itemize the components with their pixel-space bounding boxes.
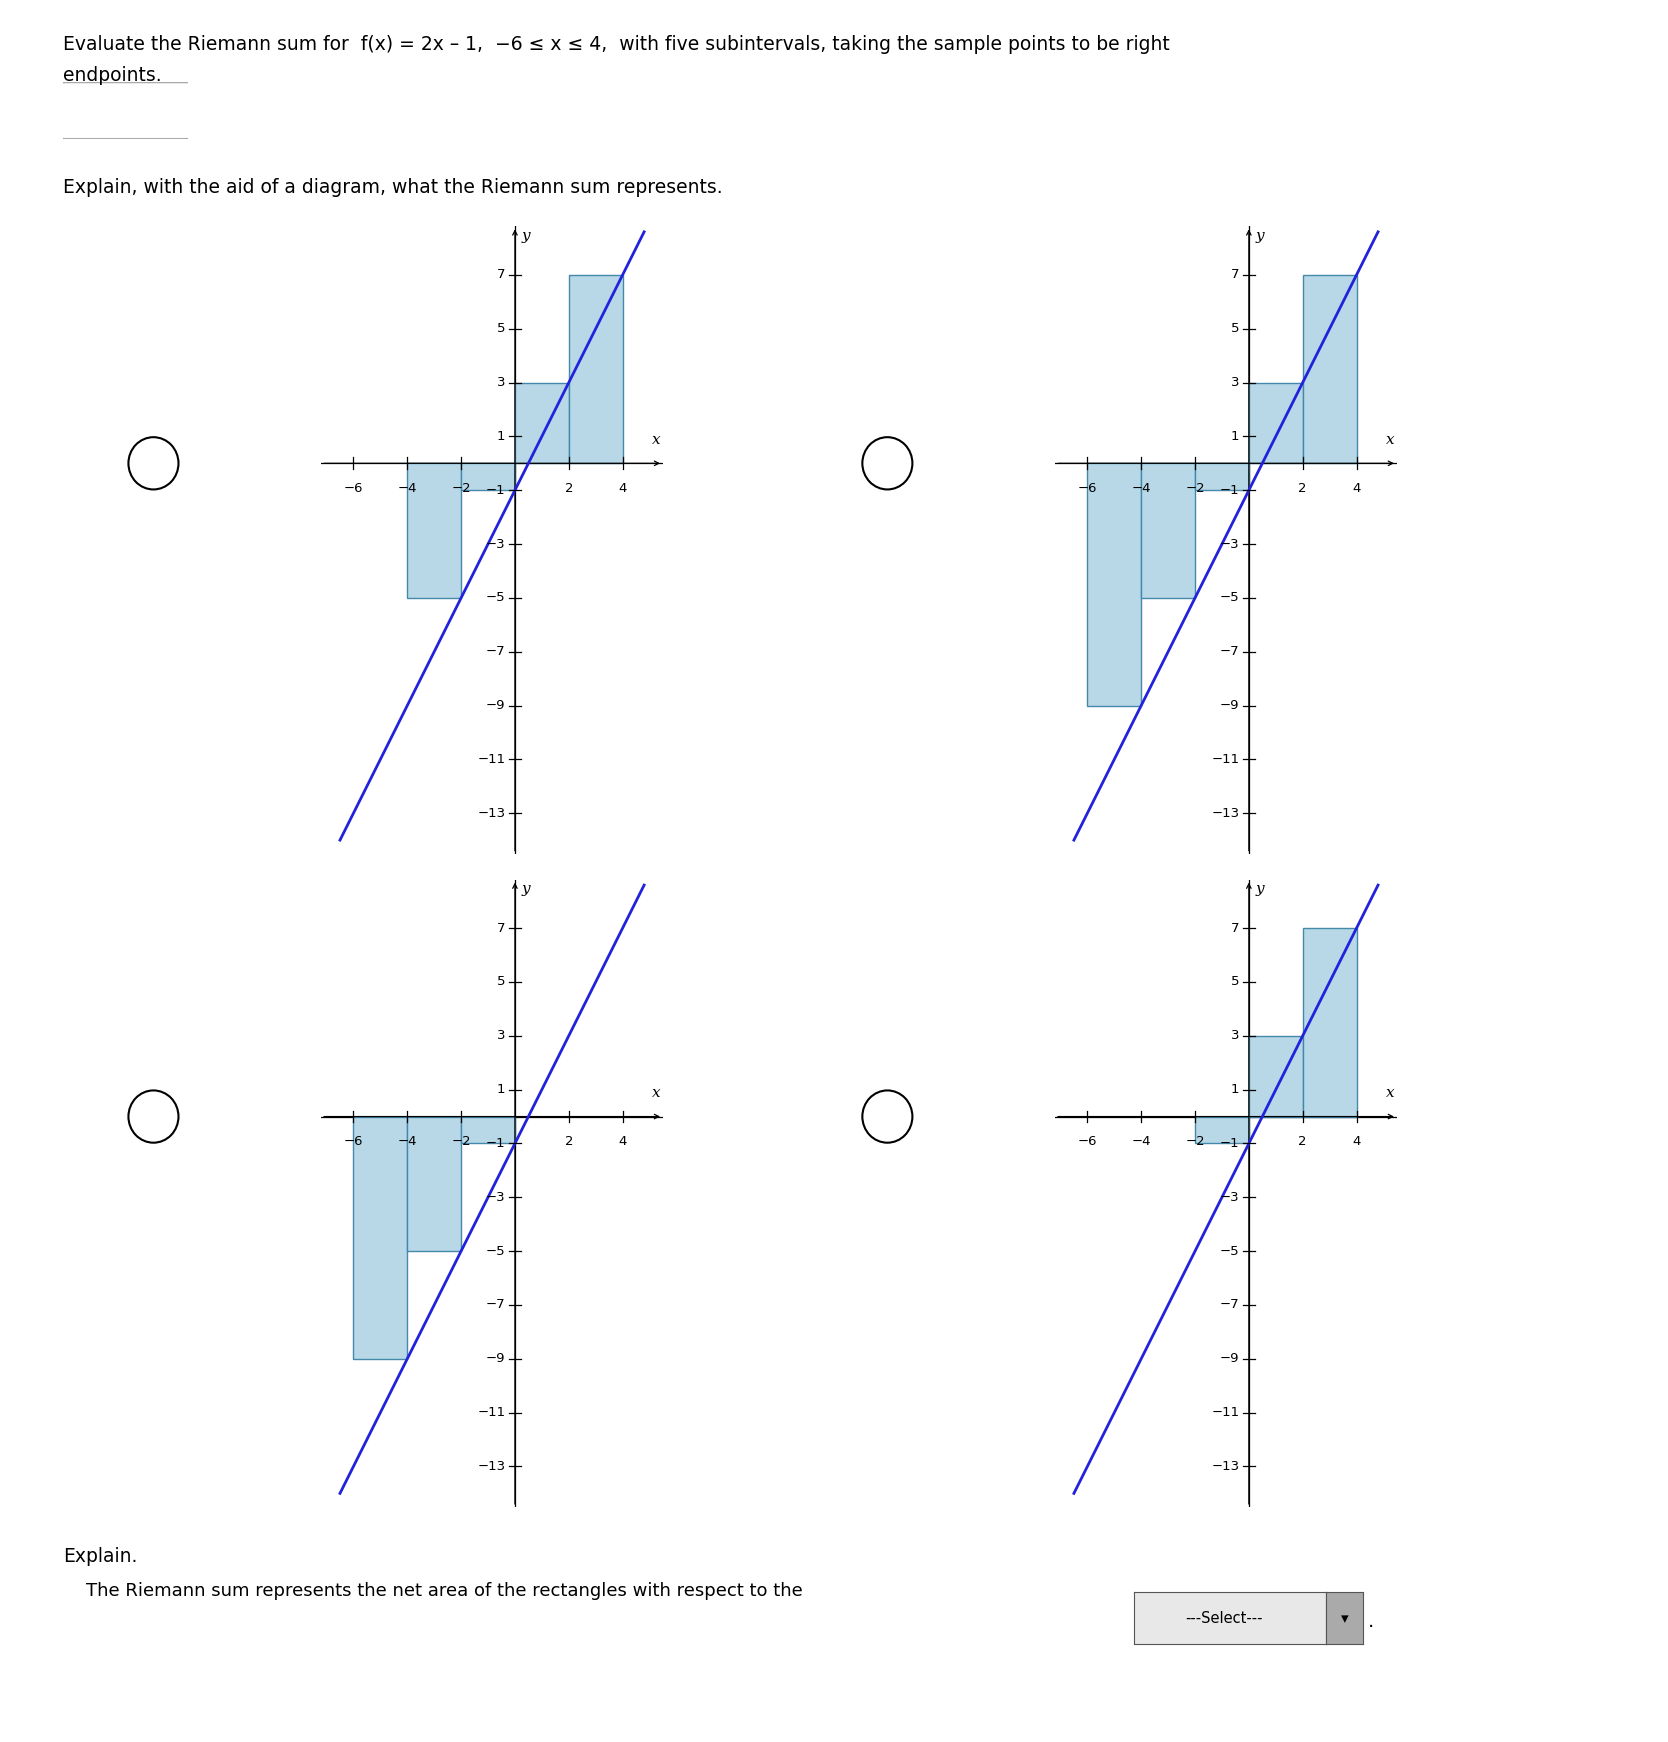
Text: 3: 3 bbox=[1231, 1030, 1239, 1042]
Bar bbox=[407, 1117, 460, 1251]
Text: endpoints.: endpoints. bbox=[63, 66, 162, 85]
Text: 7: 7 bbox=[1231, 268, 1239, 282]
Text: −3: −3 bbox=[1219, 538, 1239, 550]
Text: −11: −11 bbox=[477, 753, 505, 766]
Text: −7: −7 bbox=[1219, 1298, 1239, 1312]
Text: 7: 7 bbox=[497, 268, 505, 282]
Bar bbox=[407, 463, 460, 598]
Text: −5: −5 bbox=[1219, 1244, 1239, 1258]
Text: 7: 7 bbox=[1231, 922, 1239, 935]
Text: 1: 1 bbox=[1231, 430, 1239, 442]
Text: 7: 7 bbox=[497, 922, 505, 935]
Bar bbox=[1088, 463, 1141, 706]
Text: ▾: ▾ bbox=[1341, 1611, 1348, 1625]
Text: x: x bbox=[1386, 434, 1394, 448]
Bar bbox=[460, 463, 515, 490]
Text: 2: 2 bbox=[1298, 483, 1308, 495]
Text: −2: −2 bbox=[452, 483, 470, 495]
Text: 2: 2 bbox=[1298, 1136, 1308, 1148]
Text: −13: −13 bbox=[477, 1460, 505, 1474]
Text: 5: 5 bbox=[497, 322, 505, 334]
Text: −4: −4 bbox=[397, 1136, 417, 1148]
Text: −6: −6 bbox=[1078, 483, 1098, 495]
Text: y: y bbox=[522, 883, 530, 897]
Text: −11: −11 bbox=[1211, 1406, 1239, 1420]
Text: −2: −2 bbox=[1186, 483, 1204, 495]
Text: 4: 4 bbox=[1353, 483, 1361, 495]
Bar bbox=[1141, 463, 1194, 598]
Text: The Riemann sum represents the net area of the rectangles with respect to the: The Riemann sum represents the net area … bbox=[63, 1582, 802, 1599]
Text: 5: 5 bbox=[497, 976, 505, 988]
Text: ---Select---: ---Select--- bbox=[1186, 1611, 1263, 1625]
Text: −6: −6 bbox=[344, 483, 364, 495]
Text: 4: 4 bbox=[619, 483, 627, 495]
Text: −2: −2 bbox=[1186, 1136, 1204, 1148]
Text: −9: −9 bbox=[485, 699, 505, 712]
Text: −5: −5 bbox=[485, 591, 505, 604]
Text: −9: −9 bbox=[485, 1352, 505, 1366]
Text: 4: 4 bbox=[619, 1136, 627, 1148]
Text: −4: −4 bbox=[397, 483, 417, 495]
Text: Evaluate the Riemann sum for  f(x) = 2x – 1,  −6 ≤ x ≤ 4,  with five subinterval: Evaluate the Riemann sum for f(x) = 2x –… bbox=[63, 35, 1171, 54]
Text: −1: −1 bbox=[1219, 1138, 1239, 1150]
Text: −1: −1 bbox=[1219, 484, 1239, 496]
Text: −6: −6 bbox=[1078, 1136, 1098, 1148]
Text: 3: 3 bbox=[497, 376, 505, 388]
Text: −2: −2 bbox=[452, 1136, 470, 1148]
Text: Explain, with the aid of a diagram, what the Riemann sum represents.: Explain, with the aid of a diagram, what… bbox=[63, 178, 722, 197]
Text: 4: 4 bbox=[1353, 1136, 1361, 1148]
Text: x: x bbox=[1386, 1087, 1394, 1101]
Bar bbox=[1303, 928, 1356, 1117]
Text: .: . bbox=[1368, 1613, 1374, 1631]
Text: −5: −5 bbox=[485, 1244, 505, 1258]
Bar bbox=[1194, 1117, 1249, 1143]
Text: 3: 3 bbox=[497, 1030, 505, 1042]
Text: 1: 1 bbox=[497, 1084, 505, 1096]
Text: −7: −7 bbox=[485, 1298, 505, 1312]
Bar bbox=[1194, 463, 1249, 490]
Text: x: x bbox=[652, 434, 661, 448]
Text: 5: 5 bbox=[1231, 976, 1239, 988]
Text: 5: 5 bbox=[1231, 322, 1239, 334]
Text: −7: −7 bbox=[1219, 645, 1239, 658]
Bar bbox=[569, 275, 622, 463]
Text: −3: −3 bbox=[485, 1192, 505, 1204]
Text: 3: 3 bbox=[1231, 376, 1239, 388]
Text: 2: 2 bbox=[564, 1136, 574, 1148]
Bar bbox=[515, 383, 569, 463]
FancyBboxPatch shape bbox=[60, 82, 192, 139]
Text: −3: −3 bbox=[485, 538, 505, 550]
Text: y: y bbox=[522, 230, 530, 244]
Text: −3: −3 bbox=[1219, 1192, 1239, 1204]
Text: −11: −11 bbox=[477, 1406, 505, 1420]
Text: −13: −13 bbox=[1211, 807, 1239, 820]
Text: x: x bbox=[652, 1087, 661, 1101]
Text: 1: 1 bbox=[497, 430, 505, 442]
Text: −11: −11 bbox=[1211, 753, 1239, 766]
Text: −13: −13 bbox=[477, 807, 505, 820]
Text: −7: −7 bbox=[485, 645, 505, 658]
Bar bbox=[1249, 1036, 1303, 1117]
Text: −6: −6 bbox=[344, 1136, 364, 1148]
Text: 1: 1 bbox=[1231, 1084, 1239, 1096]
Bar bbox=[460, 1117, 515, 1143]
Text: −4: −4 bbox=[1131, 1136, 1151, 1148]
Text: −9: −9 bbox=[1219, 699, 1239, 712]
Bar bbox=[354, 1117, 407, 1359]
Text: −4: −4 bbox=[1131, 483, 1151, 495]
Text: y: y bbox=[1256, 230, 1264, 244]
Text: −13: −13 bbox=[1211, 1460, 1239, 1474]
Text: −9: −9 bbox=[1219, 1352, 1239, 1366]
Bar bbox=[1303, 275, 1356, 463]
Text: 2: 2 bbox=[564, 483, 574, 495]
Text: y: y bbox=[1256, 883, 1264, 897]
Text: Explain.: Explain. bbox=[63, 1547, 138, 1566]
Text: −5: −5 bbox=[1219, 591, 1239, 604]
Bar bbox=[1249, 383, 1303, 463]
Text: −1: −1 bbox=[485, 1138, 505, 1150]
Text: −1: −1 bbox=[485, 484, 505, 496]
